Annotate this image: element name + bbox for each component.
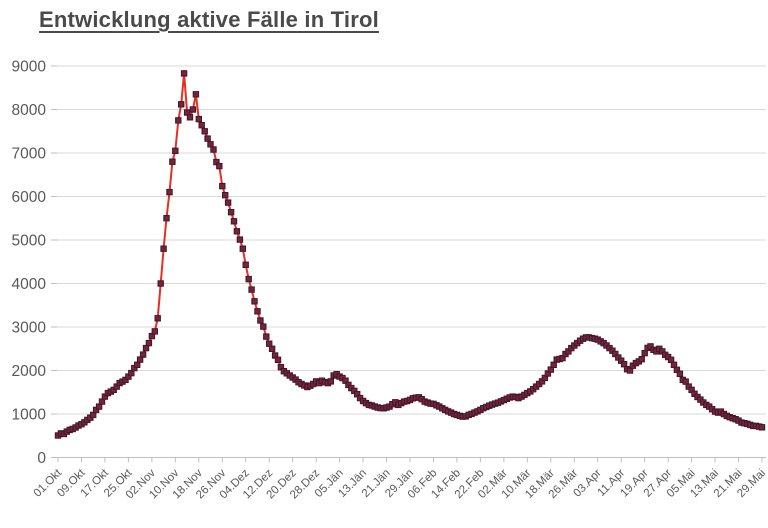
- y-axis-ticks: [51, 65, 57, 458]
- data-point-marker: [163, 215, 170, 222]
- data-point-marker: [266, 340, 273, 347]
- y-axis-label: 4000: [12, 276, 47, 293]
- data-point-marker: [216, 162, 223, 170]
- data-point-marker: [257, 317, 264, 324]
- chart-title: Entwicklung aktive Fälle in Tirol: [39, 7, 379, 32]
- data-point-marker: [263, 333, 270, 340]
- data-point-marker: [251, 298, 258, 305]
- data-point-marker: [207, 141, 214, 148]
- data-point-marker: [233, 228, 241, 235]
- data-point-marker: [641, 349, 648, 357]
- data-point-marker: [145, 339, 153, 347]
- y-axis-label: 2000: [12, 363, 47, 380]
- data-point-marker: [274, 356, 282, 364]
- data-point-marker: [638, 356, 645, 363]
- data-point-marker: [195, 115, 203, 123]
- x-axis-ticks: [57, 457, 763, 463]
- data-point-marker: [676, 370, 684, 378]
- data-point-marker: [139, 351, 147, 358]
- data-point-marker: [151, 328, 159, 335]
- data-point-marker: [210, 146, 217, 153]
- gridlines: [57, 65, 766, 415]
- data-point-marker: [178, 101, 185, 108]
- y-axis-label: 6000: [12, 189, 47, 206]
- data-point-marker: [198, 122, 205, 129]
- data-point-marker: [134, 361, 141, 369]
- data-point-marker: [172, 147, 179, 155]
- data-point-marker: [166, 188, 173, 196]
- y-axis-label: 3000: [12, 320, 47, 337]
- data-point-marker: [201, 128, 208, 135]
- data-point-marker: [204, 135, 211, 142]
- data-point-marker: [219, 182, 226, 190]
- data-point-marker: [239, 245, 247, 252]
- data-point-marker: [242, 261, 249, 269]
- data-point-marker: [224, 199, 232, 206]
- y-axis-label: 8000: [12, 102, 47, 119]
- data-point-marker: [227, 209, 235, 216]
- data-point-marker: [160, 245, 167, 252]
- y-axis-label: 9000: [12, 59, 47, 76]
- data-point-marker: [248, 286, 255, 293]
- data-point-marker: [550, 361, 557, 369]
- data-point-marker: [254, 308, 261, 315]
- data-point-marker: [758, 424, 766, 431]
- data-point-marker: [327, 378, 335, 385]
- y-axis-label: 5000: [12, 233, 47, 250]
- data-point-marker: [154, 315, 161, 322]
- y-axis-labels: 0 1000 2000 3000 4000 5000 6000 7000 8000 9000: [12, 59, 47, 468]
- data-point-marker: [180, 70, 188, 77]
- data-point-marker: [175, 117, 182, 124]
- data-point-marker: [245, 275, 252, 283]
- data-point-marker: [260, 323, 267, 330]
- data-point-marker: [236, 236, 244, 243]
- x-axis-labels: 01.Okt09.Okt17.Okt25.Okt02.Nov10.Nov18.N…: [32, 467, 768, 502]
- data-point-marker: [268, 345, 276, 353]
- data-point-marker: [157, 280, 164, 287]
- data-point-marker: [189, 106, 197, 113]
- data-point-markers: [54, 70, 766, 439]
- data-point-marker: [222, 192, 229, 199]
- data-series-line: [57, 72, 763, 437]
- y-axis-label: 1000: [12, 407, 47, 424]
- y-axis-label: 0: [37, 450, 46, 467]
- data-point-marker: [169, 158, 176, 165]
- data-point-marker: [192, 91, 200, 98]
- data-point-marker: [230, 218, 238, 225]
- data-point-marker: [186, 114, 194, 121]
- y-axis-label: 7000: [12, 146, 47, 163]
